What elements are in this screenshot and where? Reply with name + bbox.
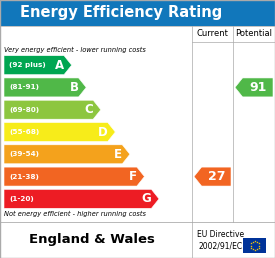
- Text: Potential: Potential: [235, 29, 273, 38]
- Text: England & Wales: England & Wales: [29, 233, 155, 246]
- Text: A: A: [55, 59, 64, 72]
- Text: D: D: [98, 125, 108, 139]
- Text: Very energy efficient - lower running costs: Very energy efficient - lower running co…: [4, 47, 146, 53]
- Polygon shape: [4, 78, 86, 97]
- Bar: [0, 0, 275, 26]
- Text: EU Directive
2002/91/EC: EU Directive 2002/91/EC: [197, 230, 244, 251]
- Text: (55-68): (55-68): [9, 129, 39, 135]
- Text: G: G: [141, 192, 151, 205]
- Polygon shape: [4, 189, 159, 208]
- Bar: [243, 238, 266, 253]
- Text: E: E: [114, 148, 122, 161]
- Text: Not energy efficient - higher running costs: Not energy efficient - higher running co…: [4, 211, 146, 217]
- Text: (81-91): (81-91): [9, 84, 39, 90]
- Polygon shape: [4, 100, 101, 119]
- Text: (92 plus): (92 plus): [9, 62, 46, 68]
- Text: Current: Current: [197, 29, 229, 38]
- Text: F: F: [129, 170, 137, 183]
- Polygon shape: [4, 145, 130, 164]
- Text: Energy Efficiency Rating: Energy Efficiency Rating: [20, 5, 222, 20]
- Polygon shape: [235, 78, 273, 97]
- Text: (69-80): (69-80): [9, 107, 39, 113]
- Text: (21-38): (21-38): [9, 174, 39, 180]
- Polygon shape: [4, 123, 115, 141]
- Bar: [0, 26, 275, 222]
- Polygon shape: [194, 167, 231, 186]
- Polygon shape: [4, 167, 144, 186]
- Text: (1-20): (1-20): [9, 196, 34, 202]
- Polygon shape: [4, 56, 72, 75]
- Text: (39-54): (39-54): [9, 151, 39, 157]
- Text: C: C: [84, 103, 93, 116]
- Bar: [0, 222, 275, 258]
- Text: 91: 91: [249, 81, 266, 94]
- Text: B: B: [69, 81, 78, 94]
- Text: 27: 27: [208, 170, 225, 183]
